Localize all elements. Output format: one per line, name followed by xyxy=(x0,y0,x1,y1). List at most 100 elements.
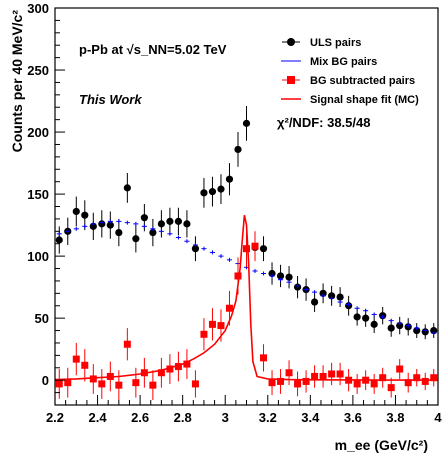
bg-subtracted-point xyxy=(336,370,344,378)
bg-subtracted-point xyxy=(208,320,216,328)
signal-fit-line xyxy=(54,215,438,381)
bg-subtracted-point xyxy=(234,272,242,280)
bg-subtracted-point xyxy=(430,374,438,382)
bg-subtracted-point xyxy=(413,374,421,382)
bg-subtracted-point xyxy=(55,380,63,388)
uls-point xyxy=(149,228,157,237)
legend-key-bg-subtracted xyxy=(287,76,295,84)
uls-point xyxy=(72,207,80,216)
uls-point xyxy=(396,322,404,330)
x-axis-title: m_ee (GeV/c²) xyxy=(335,437,428,453)
uls-point xyxy=(276,272,285,280)
bg-subtracted-point xyxy=(379,374,387,382)
uls-point xyxy=(234,145,242,154)
y-axis-title: Counts per 40 MeV/c² xyxy=(9,10,25,153)
y-tick-label: 250 xyxy=(27,63,49,78)
bg-subtracted-point xyxy=(149,381,157,389)
bg-subtracted-point xyxy=(370,380,378,388)
axis-ticks: 2.2 2.4 2.6 2.8 3 3.2 3.4 3.6 3.8 4 0 50 100 150 200 25… xyxy=(27,1,442,425)
bg-subtracted-point xyxy=(319,372,327,380)
x-tick-label: 3.6 xyxy=(344,410,362,425)
uls-point xyxy=(132,235,140,243)
bg-subtracted-point xyxy=(277,377,285,385)
bg-subtracted-point xyxy=(191,380,199,388)
chart-marks xyxy=(54,106,438,401)
series-1 xyxy=(56,219,437,336)
annotation-chi2: χ²/NDF: 38.5/48 xyxy=(277,115,370,130)
bg-subtracted-point xyxy=(404,379,412,387)
uls-point xyxy=(336,293,344,301)
uls-point xyxy=(242,119,251,127)
y-tick-label: 150 xyxy=(27,187,49,202)
uls-point xyxy=(166,217,174,225)
legend-label: ULS pairs xyxy=(310,37,361,49)
x-tick-label: 2.6 xyxy=(131,410,149,425)
x-tick-label: 3.4 xyxy=(301,410,320,425)
bg-subtracted-point xyxy=(115,381,123,389)
uls-point xyxy=(225,175,234,183)
legend: ULS pairs Mix BG pairs BG subtracted pairs… xyxy=(281,37,419,106)
uls-point xyxy=(413,326,421,335)
bg-subtracted-point xyxy=(260,354,268,362)
legend-label: Mix BG pairs xyxy=(310,56,377,68)
bg-subtracted-point xyxy=(396,365,404,373)
bg-subtracted-point xyxy=(72,355,80,363)
plot-frame xyxy=(54,7,439,406)
x-tick-label: 2.8 xyxy=(174,410,192,425)
uls-point xyxy=(319,289,327,297)
bg-subtracted-point xyxy=(302,377,310,385)
x-tick-label: 3 xyxy=(222,410,229,425)
legend-label: BG subtracted pairs xyxy=(310,75,415,87)
annotation-this-work: This Work xyxy=(79,92,142,107)
uls-point xyxy=(89,222,97,230)
bg-subtracted-point xyxy=(225,304,233,312)
x-tick-label: 2.4 xyxy=(89,410,108,425)
bg-subtracted-point xyxy=(217,322,225,330)
bg-subtracted-point xyxy=(387,384,395,392)
bg-subtracted-point xyxy=(89,375,97,383)
uls-point xyxy=(217,185,225,193)
uls-point xyxy=(81,211,89,219)
uls-point xyxy=(353,313,361,321)
legend-key-uls xyxy=(287,38,295,46)
bg-subtracted-point xyxy=(98,380,106,388)
y-tick-label: 300 xyxy=(27,1,49,16)
bg-subtracted-point xyxy=(285,369,293,377)
uls-point xyxy=(285,273,293,281)
bg-subtracted-point xyxy=(353,380,361,388)
uls-point xyxy=(191,245,200,253)
bg-subtracted-point xyxy=(64,379,72,387)
bg-subtracted-point xyxy=(200,330,208,338)
uls-point xyxy=(208,188,217,196)
uls-point xyxy=(123,184,131,192)
bg-subtracted-point xyxy=(311,372,319,380)
uls-point xyxy=(106,221,114,229)
uls-point xyxy=(115,228,123,237)
chart-axes xyxy=(54,7,439,406)
bg-subtracted-point xyxy=(328,370,336,378)
uls-point xyxy=(268,269,276,278)
uls-point xyxy=(370,320,378,328)
bg-subtracted-point xyxy=(294,380,302,388)
uls-point xyxy=(328,292,336,300)
x-tick-label: 2.2 xyxy=(46,410,64,425)
bg-subtracted-point xyxy=(123,340,131,348)
y-tick-label: 200 xyxy=(27,125,49,140)
uls-point xyxy=(140,214,148,222)
y-tick-label: 100 xyxy=(27,249,49,264)
series-3 xyxy=(54,215,438,381)
bg-subtracted-point xyxy=(421,377,429,385)
bg-subtracted-point xyxy=(251,242,259,250)
y-tick-label: 50 xyxy=(35,311,49,326)
x-tick-label: 4 xyxy=(434,410,442,425)
bg-subtracted-point xyxy=(174,363,182,371)
uls-point xyxy=(387,324,395,332)
bg-subtracted-point xyxy=(132,379,140,387)
uls-point xyxy=(174,217,183,225)
uls-point xyxy=(157,220,165,228)
uls-point xyxy=(259,245,268,253)
annotation-system: p-Pb at √s_NN=5.02 TeV xyxy=(79,42,227,57)
uls-point xyxy=(183,220,191,228)
y-tick-label: 0 xyxy=(42,373,49,388)
uls-point xyxy=(310,298,319,306)
